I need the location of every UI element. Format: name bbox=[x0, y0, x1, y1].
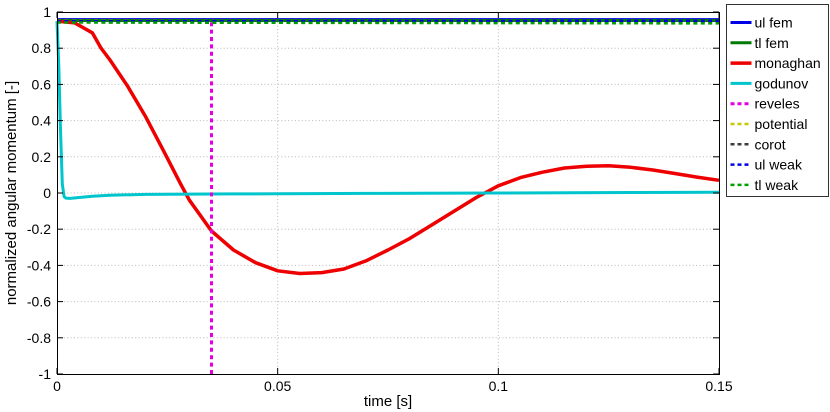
y-tick-label--0.6: -0.6 bbox=[27, 294, 51, 310]
legend-label-potential: potential bbox=[755, 116, 808, 132]
legend-label-godunov: godunov bbox=[755, 75, 809, 91]
legend-label-tl-fem: tl fem bbox=[755, 35, 789, 51]
y-tick-label--0.8: -0.8 bbox=[27, 330, 51, 346]
legend-entry-ul-fem: ul fem bbox=[730, 15, 793, 31]
x-tick-label-0.15: 0.15 bbox=[705, 378, 732, 394]
x-tick-label-0: 0 bbox=[53, 378, 61, 394]
legend: ul fem tl fem monaghan godunov reveles potent… bbox=[726, 4, 829, 197]
y-tick-label--1: -1 bbox=[39, 366, 52, 382]
legend-label-ul-fem: ul fem bbox=[755, 15, 793, 31]
legend-entry-godunov: godunov bbox=[730, 75, 809, 91]
y-tick-label-0.2: 0.2 bbox=[32, 149, 52, 165]
axes-layer bbox=[56, 11, 720, 375]
legend-entry-tl-weak: tl weak bbox=[730, 177, 800, 193]
y-tick-label-0.4: 0.4 bbox=[32, 113, 52, 129]
y-tick-label-0.8: 0.8 bbox=[32, 40, 52, 56]
legend-entry-potential: potential bbox=[730, 116, 808, 132]
x-tick-label-0.1: 0.1 bbox=[489, 378, 509, 394]
legend-entry-ul-weak: ul weak bbox=[730, 157, 803, 173]
y-axis-label: normalized angular momentum [-] bbox=[3, 81, 20, 305]
y-tick-label-0.6: 0.6 bbox=[32, 76, 52, 92]
y-tick-label-1: 1 bbox=[43, 4, 51, 20]
legend-label-reveles: reveles bbox=[755, 96, 800, 112]
legend-entry-monaghan: monaghan bbox=[730, 55, 821, 71]
tick-label-layer: 0 0.05 0.1 0.15 1 0.8 0.6 0.4 0.2 0 -0.2 -0.4 -0.6 -0… bbox=[27, 4, 733, 394]
legend-label-tl-weak: tl weak bbox=[755, 177, 800, 193]
legend-label-ul-weak: ul weak bbox=[755, 157, 803, 173]
legend-box bbox=[726, 4, 829, 197]
series-monaghan bbox=[56, 19, 720, 276]
series-layer bbox=[55, 18, 720, 374]
legend-entry-reveles: reveles bbox=[730, 96, 800, 112]
legend-label-monaghan: monaghan bbox=[755, 55, 821, 71]
y-tick-label--0.2: -0.2 bbox=[27, 221, 51, 237]
legend-entry-corot: corot bbox=[730, 136, 786, 152]
y-tick-label--0.4: -0.4 bbox=[27, 257, 51, 273]
y-tick-label-0: 0 bbox=[43, 185, 51, 201]
x-axis-label: time [s] bbox=[364, 393, 412, 410]
x-tick-label-0.05: 0.05 bbox=[264, 378, 291, 394]
series-godunov bbox=[55, 21, 720, 200]
legend-label-corot: corot bbox=[755, 136, 786, 152]
series-tl-weak bbox=[56, 21, 720, 25]
legend-entry-tl-fem: tl fem bbox=[730, 35, 789, 51]
